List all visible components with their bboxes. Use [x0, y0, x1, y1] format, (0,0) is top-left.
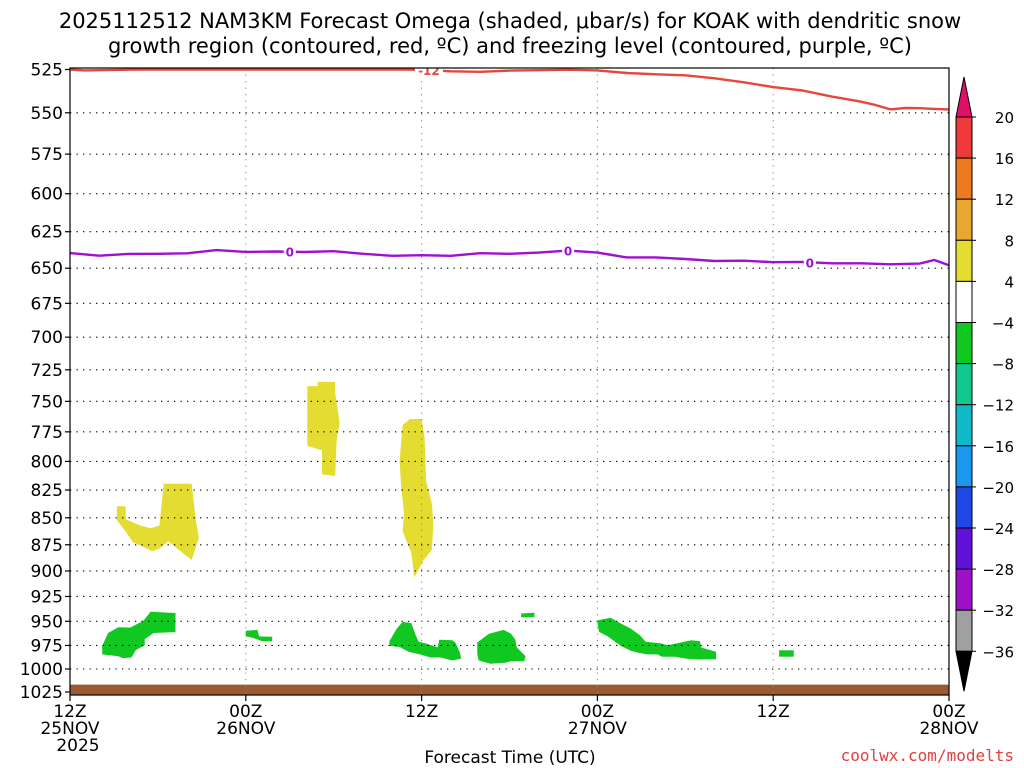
omega-region-8 [521, 612, 535, 618]
y-tick-label-675: 675 [31, 294, 63, 314]
x-tick-label-36-1: 27NOV [568, 719, 627, 739]
omega-region-5 [245, 629, 273, 642]
colorbar-bin-1 [955, 116, 973, 159]
y-axis: 525 550 575 600 625 650 675 700 725 750 775 800 825 8… [20, 61, 70, 703]
colorbar-label-9: −20 [982, 479, 1014, 497]
colorbar-bin-11 [955, 527, 973, 570]
freezing-level-line [70, 248, 949, 267]
colorbar-label-3: 8 [1004, 232, 1014, 250]
omega-region-10 [779, 650, 794, 657]
y-tick-label-900: 900 [31, 562, 63, 582]
x-tick-label-0-1: 25NOV [40, 719, 99, 739]
y-tick-label-875: 875 [31, 536, 63, 556]
omega-region-4 [102, 611, 176, 659]
contour-lines: -12 0 0 0 [70, 64, 949, 270]
y-tick-label-550: 550 [31, 104, 63, 124]
chart-title-line2: growth region (contoured, red, ºC) and f… [108, 34, 912, 58]
colorbar-arrow-high [955, 76, 973, 118]
y-tick-label-950: 950 [31, 612, 63, 632]
colorbar-label-6: −8 [992, 356, 1014, 374]
freezing-level-label-bg-1 [562, 243, 575, 258]
y-tick-label-850: 850 [31, 509, 63, 529]
x-tick-label-48-0: 12Z [757, 702, 790, 722]
freezing-level-label-bg-0 [283, 244, 296, 259]
x-tick-label-0-2: 2025 [56, 736, 99, 756]
freezing-level-label-bg-2 [803, 255, 816, 270]
y-tick-label-575: 575 [31, 145, 63, 165]
y-tick-label-700: 700 [31, 328, 63, 348]
y-tick-label-1025: 1025 [20, 683, 63, 703]
freezing-level-label-0: 0 [286, 246, 294, 260]
colorbar-label-0: 20 [995, 109, 1014, 127]
colorbar-arrow-low [955, 650, 973, 692]
colorbar-label-7: −12 [982, 397, 1014, 415]
grid-lines [70, 68, 949, 695]
x-tick-label-24-0: 12Z [405, 702, 438, 722]
omega-region-6 [389, 621, 462, 661]
colorbar-label-11: −28 [982, 561, 1014, 579]
colorbar-bin-2 [955, 157, 973, 200]
y-tick-label-975: 975 [31, 636, 63, 656]
y-tick-label-750: 750 [31, 392, 63, 412]
colorbar-bin-3 [955, 198, 973, 241]
omega-region-2 [307, 381, 340, 476]
colorbar-bin-6 [955, 322, 973, 365]
colorbar-bin-13 [955, 609, 973, 652]
colorbar-label-2: 12 [995, 191, 1014, 209]
colorbar-bin-12 [955, 568, 973, 611]
y-tick-label-600: 600 [31, 185, 63, 205]
dgz-contour-label-0: -12 [418, 64, 440, 78]
x-axis-label: Forecast Time (UTC) [424, 748, 595, 768]
colorbar-label-12: −32 [982, 602, 1014, 620]
freezing-level-label-2: 0 [806, 256, 814, 270]
colorbar-bin-9 [955, 445, 973, 488]
y-tick-label-525: 525 [31, 61, 63, 81]
colorbar-label-1: 16 [995, 150, 1014, 168]
y-tick-label-650: 650 [31, 259, 63, 279]
plot-frame [69, 67, 950, 696]
y-tick-label-800: 800 [31, 452, 63, 472]
freezing-level-label-1: 0 [564, 245, 572, 259]
colorbar-label-13: −36 [982, 643, 1014, 661]
colorbar: 20 16 12 8 4 −4 −8 −12 −16 −20 −24 −28 −32 −36 [955, 76, 1014, 692]
x-tick-label-12-0: 00Z [229, 702, 262, 722]
colorbar-bin-10 [955, 486, 973, 529]
y-tick-label-925: 925 [31, 587, 63, 607]
dgz-contour-label-bg-0 [414, 68, 443, 78]
colorbar-label-5: −4 [992, 315, 1014, 333]
y-tick-label-725: 725 [31, 361, 63, 381]
colorbar-label-4: 4 [1004, 273, 1014, 291]
omega-region-9 [597, 617, 717, 660]
watermark: coolwx.com/modelts [841, 746, 1014, 765]
x-tick-label-36-0: 00Z [581, 702, 614, 722]
colorbar-bin-5 [955, 280, 973, 323]
x-tick-label-60-0: 00Z [932, 702, 965, 722]
x-tick-label-60-1: 28NOV [919, 719, 978, 739]
dgz-contour-line [70, 68, 949, 111]
colorbar-bin-8 [955, 404, 973, 447]
x-tick-label-12-1: 26NOV [216, 719, 275, 739]
chart-title-line1: 2025112512 NAM3KM Forecast Omega (shaded… [59, 9, 961, 33]
y-tick-label-775: 775 [31, 423, 63, 443]
omega-region-1 [116, 483, 199, 560]
y-tick-label-825: 825 [31, 481, 63, 501]
colorbar-bin-4 [955, 239, 973, 282]
x-tick-label-0-0: 12Z [53, 702, 86, 722]
colorbar-label-8: −16 [982, 438, 1014, 456]
y-tick-label-1000: 1000 [20, 660, 63, 680]
colorbar-label-10: −24 [982, 520, 1014, 538]
omega-region-7 [477, 629, 526, 664]
omega-shading [70, 381, 949, 695]
surface-band [70, 684, 949, 695]
colorbar-bin-7 [955, 363, 973, 406]
y-tick-label-625: 625 [31, 223, 63, 243]
omega-region-3 [399, 419, 434, 578]
